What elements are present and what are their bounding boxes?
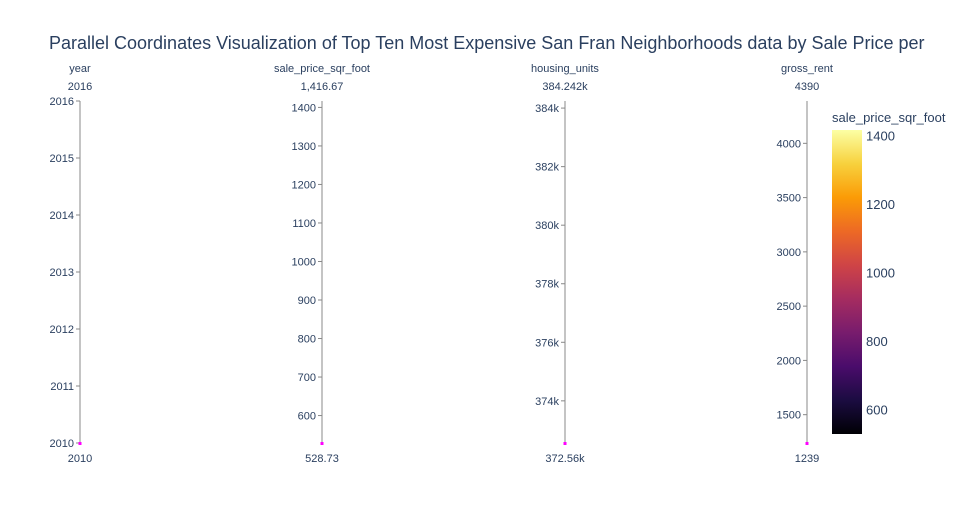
- axis-max-label: 4390: [795, 81, 819, 93]
- axis-gross_rent[interactable]: gross_rent 4390 1239 1500 2000 2500 3000 3500 40…: [777, 63, 833, 465]
- tick-label: 2011: [50, 381, 74, 393]
- tick-label: 3000: [777, 247, 801, 259]
- tick-label: 1500: [777, 410, 801, 422]
- tick-label: 700: [298, 372, 316, 384]
- colorbar-tick-label: 1400: [866, 129, 895, 144]
- chart-title: Parallel Coordinates Visualization of To…: [49, 33, 925, 53]
- axis-title[interactable]: housing_units: [531, 63, 599, 75]
- tick-label: 1400: [292, 102, 316, 114]
- tick-label: 2500: [777, 301, 801, 313]
- tick-label: 384k: [535, 103, 559, 115]
- axis-min-label: 528.73: [305, 453, 339, 465]
- tick-label: 374k: [535, 396, 559, 408]
- tick-label: 382k: [535, 162, 559, 174]
- tick-label: 800: [298, 334, 316, 346]
- tick-label: 2013: [50, 267, 74, 279]
- tick-label: 1300: [292, 141, 316, 153]
- colorbar-tick-label: 1200: [866, 197, 895, 212]
- tick-label: 1100: [292, 218, 316, 230]
- axis-marker: [78, 442, 82, 445]
- tick-label: 900: [298, 295, 316, 307]
- axis-title[interactable]: year: [69, 63, 91, 75]
- colorbar-title: sale_price_sqr_foot: [832, 110, 946, 125]
- tick-label: 2010: [50, 438, 74, 450]
- colorbar: [832, 130, 862, 434]
- axis-title[interactable]: sale_price_sqr_foot: [274, 63, 370, 75]
- tick-label: 2015: [50, 153, 74, 165]
- tick-label: 2012: [50, 324, 74, 336]
- tick-label: 376k: [535, 337, 559, 349]
- axis-min-label: 372.56k: [545, 453, 585, 465]
- axis-min-label: 2010: [68, 453, 92, 465]
- tick-label: 600: [298, 411, 316, 423]
- axis-sale_price_sqr_foot[interactable]: sale_price_sqr_foot 1,416.67 528.73 600 700 8…: [274, 63, 370, 465]
- axis-max-label: 384.242k: [542, 81, 588, 93]
- axis-marker: [563, 442, 567, 445]
- axis-min-label: 1239: [795, 453, 819, 465]
- tick-label: 2000: [777, 355, 801, 367]
- tick-label: 2016: [50, 96, 74, 108]
- tick-label: 3500: [777, 193, 801, 205]
- axis-housing_units[interactable]: housing_units 384.242k 372.56k 374k 376k 378k…: [531, 63, 599, 465]
- axis-max-label: 1,416.67: [301, 81, 344, 93]
- tick-label: 4000: [777, 138, 801, 150]
- tick-label: 1000: [292, 256, 316, 268]
- axis-title[interactable]: gross_rent: [781, 63, 833, 75]
- axis-year[interactable]: year 2016 2010 2010 2011 2012 2013 2014 2015 2016: [50, 63, 93, 465]
- axis-marker: [320, 442, 324, 445]
- colorbar-tick-label: 1000: [866, 266, 895, 281]
- axis-max-label: 2016: [68, 81, 92, 93]
- tick-label: 1200: [292, 179, 316, 191]
- tick-label: 2014: [50, 210, 74, 222]
- tick-label: 380k: [535, 220, 559, 232]
- tick-label: 378k: [535, 279, 559, 291]
- colorbar-tick-label: 600: [866, 403, 888, 418]
- colorbar-tick-label: 800: [866, 334, 888, 349]
- axis-marker: [805, 442, 809, 445]
